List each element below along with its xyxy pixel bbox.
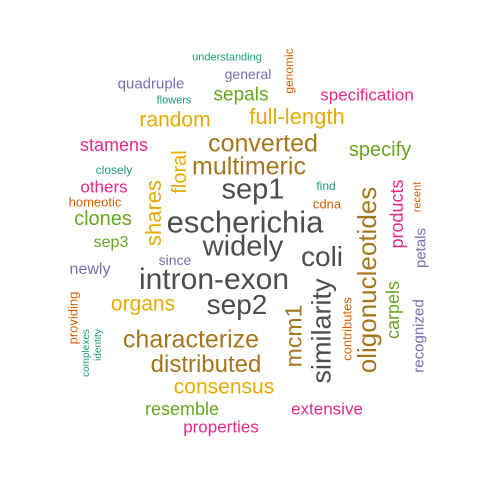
word-multimeric: multimeric [192, 152, 306, 181]
word-shares: shares [141, 179, 166, 247]
word-widely: widely [202, 230, 284, 263]
word-sepals: sepals [213, 84, 269, 106]
word-quadruple: quadruple [117, 75, 185, 93]
word-specification: specification [320, 85, 414, 105]
word-similarity: similarity [306, 278, 337, 384]
word-coli: coli [300, 241, 344, 272]
word-organs: organs [110, 292, 176, 316]
word-resemble: resemble [144, 399, 220, 419]
word-converted: converted [208, 129, 318, 158]
word-sep2: sep2 [206, 289, 268, 320]
word-extensive: extensive [291, 399, 363, 419]
word-mcm1: mcm1 [280, 304, 307, 368]
word-flowers: flowers [156, 94, 192, 107]
word-contributes: contributes [339, 297, 355, 361]
word-distributed: distributed [150, 351, 262, 378]
word-general: general [224, 66, 272, 82]
word-providing: providing [65, 291, 81, 345]
word-characterize: characterize [122, 325, 260, 354]
word-products: products [387, 179, 407, 249]
word-others: others [80, 177, 128, 197]
word-understanding: understanding [192, 51, 262, 64]
word-properties: properties [183, 417, 259, 437]
word-recognized: recognized [410, 299, 428, 373]
word-genomic: genomic [282, 48, 296, 94]
word-oligonucleotides: oligonucleotides [352, 186, 382, 374]
word-specify: specify [348, 139, 412, 161]
word-intron-exon: intron-exon [138, 263, 290, 296]
word-carpels: carpels [383, 280, 403, 340]
word-full-length: full-length [249, 104, 345, 129]
word-homeotic: homeotic [68, 194, 122, 210]
word-cdna: cdna [312, 196, 342, 212]
word-random: random [139, 108, 211, 132]
word-identity: identity [93, 329, 104, 361]
word-recent: recent [411, 181, 424, 213]
word-floral: floral [169, 150, 191, 194]
word-newly: newly [69, 261, 111, 278]
word-find: find [316, 179, 336, 193]
word-sep1: sep1 [221, 173, 285, 206]
word-sep3: sep3 [93, 234, 129, 251]
word-clones: clones [74, 208, 132, 230]
word-consensus: consensus [173, 375, 275, 399]
word-escherichia: escherichia [166, 204, 324, 240]
word-since: since [158, 252, 192, 268]
word-petals: petals [412, 227, 430, 269]
word-complexes: complexes [81, 329, 92, 377]
word-stamens: stamens [79, 135, 149, 155]
word-closely: closely [95, 163, 133, 177]
